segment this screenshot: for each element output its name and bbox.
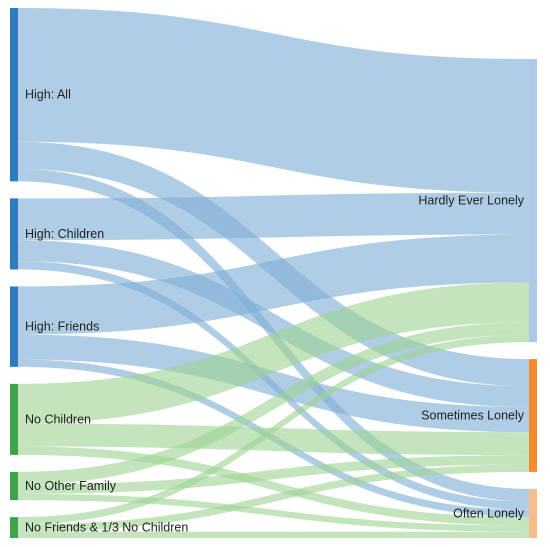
flow-no-children-to-sometimes-lonely[interactable]: [18, 423, 529, 456]
source-node-no-children[interactable]: [10, 383, 18, 455]
target-node-hardly-ever-lonely[interactable]: [529, 59, 537, 343]
source-label-no-other-family: No Other Family: [25, 479, 117, 493]
source-node-high-friends[interactable]: [10, 286, 18, 367]
source-node-no-friends-1-3-no-children[interactable]: [10, 517, 18, 538]
flow-no-other-family-to-sometimes-lonely[interactable]: [18, 455, 529, 494]
target-node-often-lonely[interactable]: [529, 488, 537, 538]
flow-high-children-to-sometimes-lonely[interactable]: [18, 240, 529, 408]
flow-high-all-to-hardly-ever-lonely[interactable]: [18, 8, 529, 193]
flow-no-friends-1-3-no-children-to-often-lonely[interactable]: [18, 531, 529, 538]
flow-no-friends-1-3-no-children-to-sometimes-lonely[interactable]: [18, 464, 529, 532]
flow-high-children-to-hardly-ever-lonely[interactable]: [18, 192, 529, 241]
flow-no-friends-1-3-no-children-to-hardly-ever-lonely[interactable]: [18, 334, 529, 525]
source-label-no-children: No Children: [25, 412, 91, 426]
target-node-sometimes-lonely[interactable]: [529, 359, 537, 472]
source-node-high-all[interactable]: [10, 8, 18, 182]
flow-links: [18, 8, 529, 538]
source-label-no-friends-1-3-no-children: No Friends & 1/3 No Children: [25, 521, 188, 535]
target-label-hardly-ever-lonely: Hardly Ever Lonely: [418, 194, 524, 208]
source-label-high-children: High: Children: [25, 227, 104, 241]
source-node-no-other-family[interactable]: [10, 471, 18, 501]
sankey-nodes: [10, 8, 537, 538]
flow-no-children-to-hardly-ever-lonely[interactable]: [18, 282, 529, 424]
flow-high-friends-to-hardly-ever-lonely[interactable]: [18, 234, 529, 335]
flow-high-friends-to-sometimes-lonely[interactable]: [18, 334, 529, 433]
node-labels: High: All High: Children High: Friends No C…: [25, 88, 525, 535]
flow-no-other-family-to-hardly-ever-lonely[interactable]: [18, 322, 529, 485]
target-label-sometimes-lonely: Sometimes Lonely: [421, 408, 525, 422]
target-label-often-lonely: Often Lonely: [453, 506, 525, 520]
source-node-high-children[interactable]: [10, 198, 18, 270]
source-label-high-friends: High: Friends: [25, 320, 99, 334]
flow-no-children-to-often-lonely[interactable]: [18, 446, 529, 526]
source-label-high-all: High: All: [25, 88, 71, 102]
